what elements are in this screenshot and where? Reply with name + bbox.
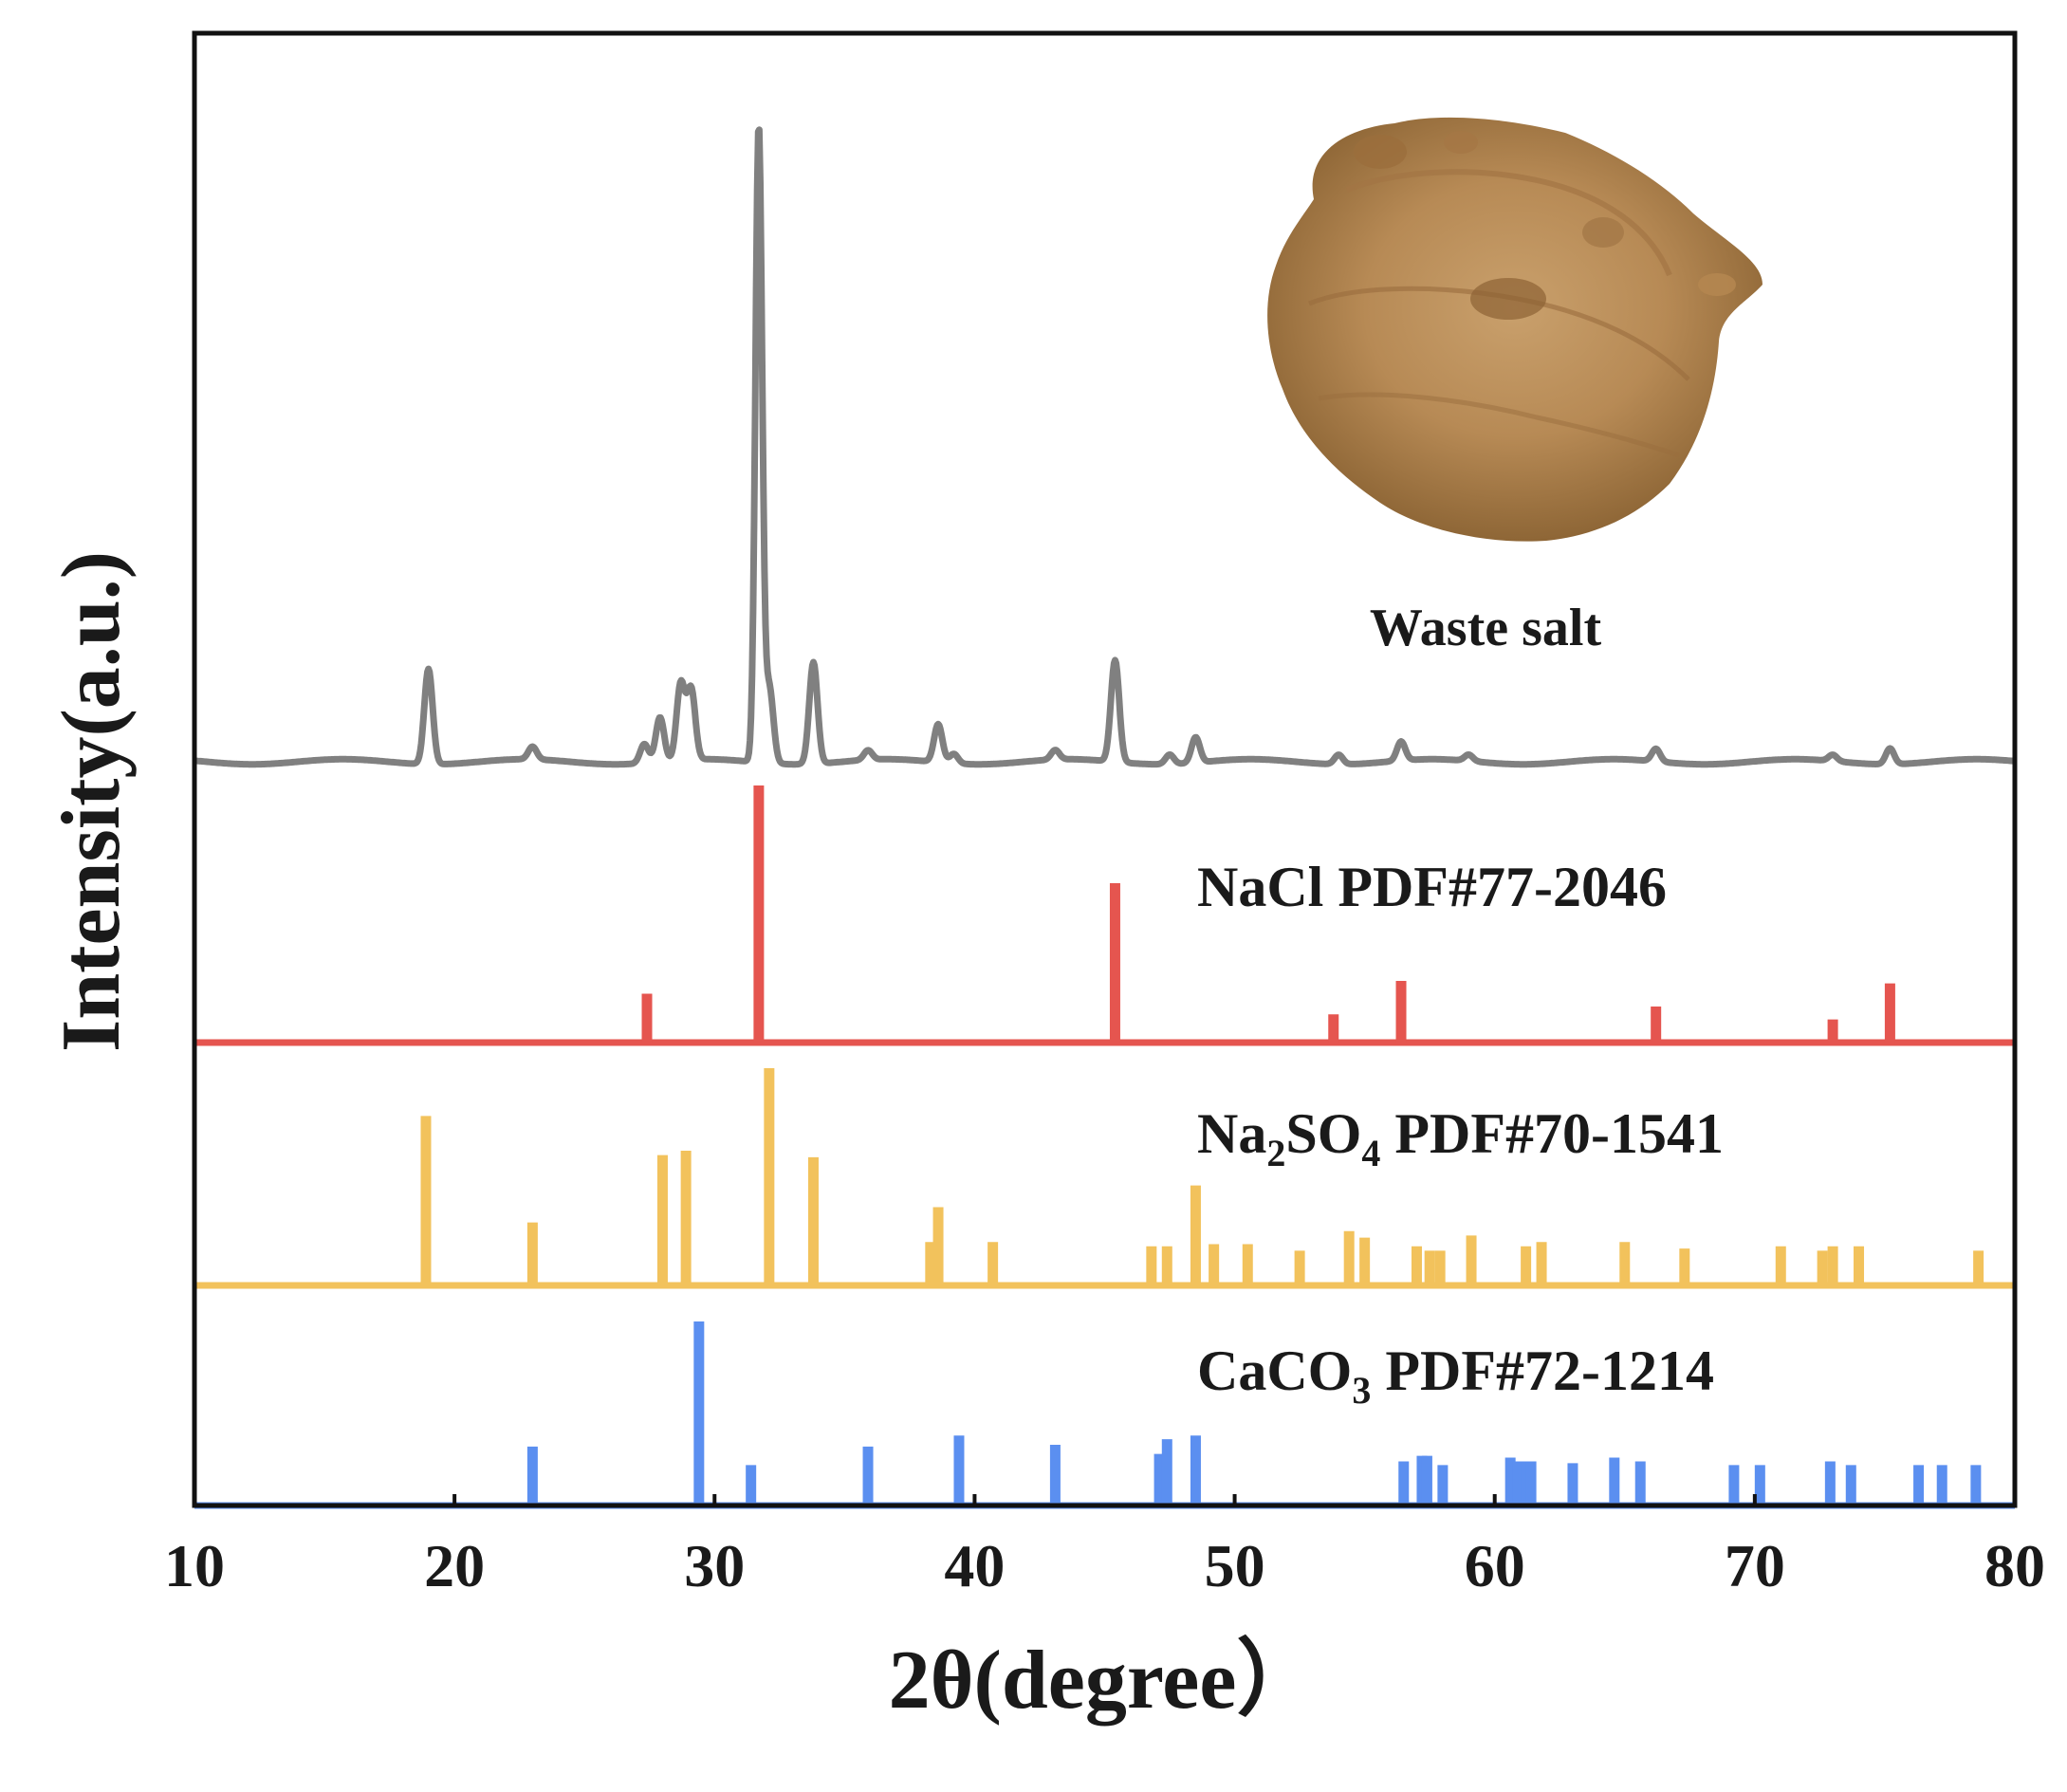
sample-label: Waste salt [1370,599,1602,657]
na2so4-series [194,1068,2015,1289]
x-tick-label: 80 [1984,1532,2045,1599]
caco3-label-part: PDF#72-1214 [1371,1339,1714,1402]
caco3-label: CaCO3 PDF#72-1214 [1197,1339,1714,1412]
na2so4-label-part: SO [1285,1102,1361,1165]
na2so4-label-part: PDF#70-1541 [1380,1102,1724,1165]
x-tick-label: 30 [684,1532,745,1599]
waste-salt-series [192,126,2018,768]
x-tick-label: 20 [424,1532,485,1599]
na2so4-label-sub: 4 [1361,1132,1380,1174]
y-axis-title: Intensity(a.u.) [46,551,138,1052]
powder-image [1267,117,1762,542]
caco3-series [194,1321,2015,1509]
caco3-label-sub: 3 [1352,1369,1371,1412]
x-axis-title: 2θ(degree） [889,1635,1320,1727]
x-axis: 10 20 30 40 50 60 70 80 [164,1494,2045,1599]
na2so4-label: Na2SO4 PDF#70-1541 [1197,1102,1724,1174]
x-tick-label: 60 [1465,1532,1525,1599]
waste-salt-pattern-line [192,126,2018,768]
nacl-label: NaCl PDF#77-2046 [1197,856,1667,918]
na2so4-label-part: Na [1197,1102,1266,1165]
caco3-label-part: CaCO [1197,1339,1352,1402]
na2so4-label-sub: 2 [1266,1132,1285,1174]
x-tick-label: 10 [164,1532,225,1599]
x-tick-label: 40 [944,1532,1005,1599]
x-tick-label: 50 [1205,1532,1265,1599]
nacl-series [194,785,2015,1046]
plot-frame [192,30,2018,1508]
x-tick-label: 70 [1725,1532,1785,1599]
